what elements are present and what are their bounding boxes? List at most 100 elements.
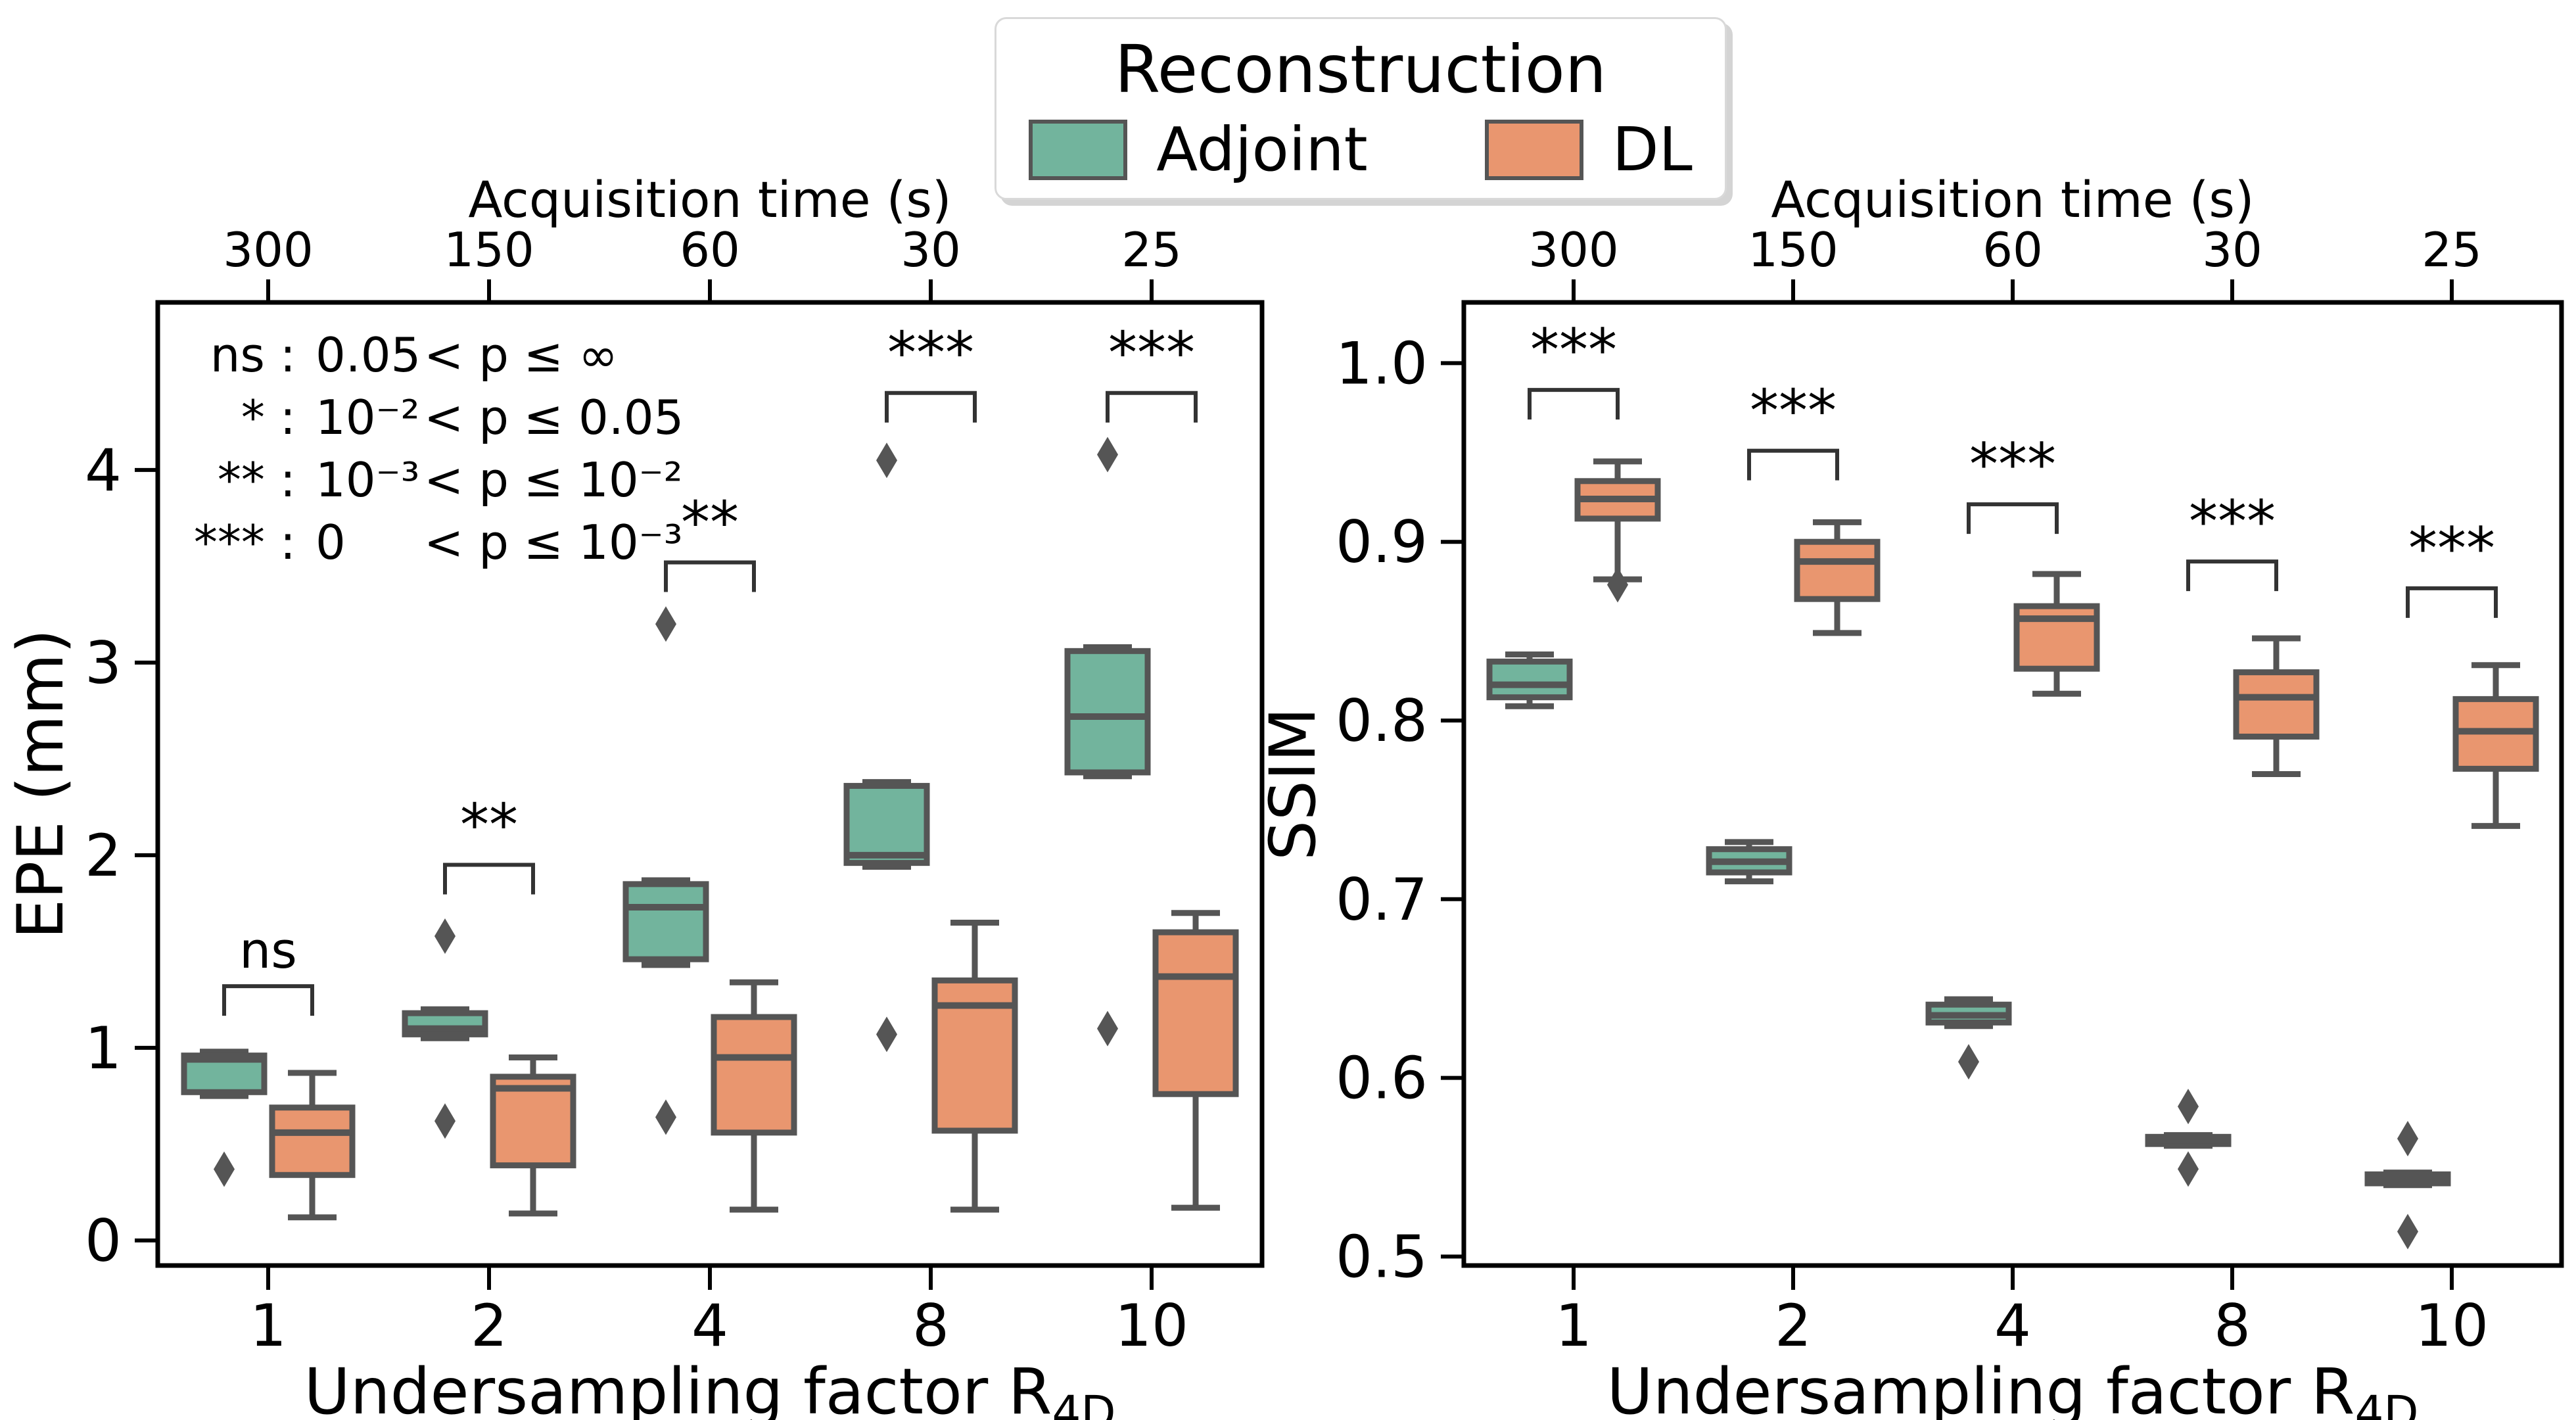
pvalue-legend-lower: 0.05: [316, 327, 421, 383]
box-adjoint-8: [2145, 1089, 2232, 1187]
x-tick-label: 8: [2214, 1292, 2251, 1360]
legend-items: Adjoint DL: [1029, 120, 1693, 180]
sig-label: ***: [2189, 488, 2276, 556]
pvalue-legend-symbol: ** :: [218, 452, 296, 508]
top-tick-label: 30: [901, 222, 961, 277]
flier-diamond: [876, 442, 897, 479]
sig-bracket: [443, 863, 535, 895]
panel-ssim: 0.5 0.6 0.7 0.8 0.9 1.0 SSIM 1 2 4 8 10Undersamplin…: [1256, 170, 2564, 1420]
box-adjoint-1: [181, 1049, 268, 1187]
top-axis-label: Acquisition time (s): [468, 170, 951, 229]
pvalue-legend-symbol: ns :: [210, 327, 296, 383]
legend-title: Reconstruction: [1114, 31, 1607, 108]
top-tick-label: 60: [680, 222, 740, 277]
flier-diamond: [1958, 1044, 1979, 1080]
box-dl-1: [269, 1070, 356, 1221]
box-rect: [2233, 669, 2320, 740]
sig-bracket: [2186, 559, 2278, 592]
sig-label: ***: [2408, 515, 2495, 582]
pvalue-legend-lower: 10⁻³: [316, 452, 419, 508]
box-dl-2: [1794, 519, 1881, 636]
box-rect: [1152, 929, 1239, 1097]
sig-bracket: [885, 390, 977, 423]
box-adjoint-10: [1064, 437, 1151, 1047]
y-tick-label: 2: [85, 822, 122, 889]
box-adjoint-2: [1706, 839, 1792, 885]
top-tick-label: 150: [444, 222, 534, 277]
x-tick-label: 1: [1555, 1292, 1592, 1360]
y-axis-label: SSIM: [1256, 707, 1330, 861]
box-adjoint-2: [402, 918, 488, 1139]
flier-diamond: [434, 918, 456, 954]
sig-bracket: [1106, 390, 1198, 423]
flier-diamond: [2178, 1089, 2199, 1125]
sig-label: **: [681, 489, 739, 557]
sig-label: **: [460, 792, 518, 859]
x-axis-label: Undersampling factor R4D: [304, 1355, 1115, 1420]
y-axis-label: EPE (mm): [4, 629, 78, 939]
box-rect: [843, 782, 930, 866]
sig-bracket: [1528, 388, 1620, 420]
box-rect: [269, 1104, 356, 1178]
y-tick-label: 4: [85, 437, 122, 504]
box-dl-1: [1574, 458, 1661, 603]
box-adjoint-1: [1486, 651, 1573, 709]
sig-bracket: [2406, 586, 2498, 618]
y-tick-label: 0.9: [1336, 508, 1428, 576]
pvalue-legend-symbol: *** :: [194, 515, 296, 570]
flier-diamond: [2178, 1151, 2199, 1187]
y-tick-label: 0.6: [1336, 1045, 1428, 1112]
sig-bracket: [222, 984, 314, 1016]
flier-diamond: [434, 1103, 456, 1139]
x-axis-label: Undersampling factor R4D: [1606, 1355, 2418, 1420]
box-rect: [711, 1014, 797, 1136]
box-dl-8: [2233, 635, 2320, 778]
box-adjoint-4: [1925, 996, 2012, 1080]
top-tick-label: 60: [1982, 222, 2043, 277]
box-dl-8: [931, 919, 1018, 1213]
box-adjoint-8: [843, 442, 930, 1053]
box-dl-4: [711, 979, 797, 1213]
y-tick-label: 0.7: [1336, 866, 1428, 934]
y-tick-label: 0.5: [1336, 1223, 1428, 1290]
pvalue-legend-range: < p ≤ ∞: [424, 327, 618, 383]
sig-bracket: [1967, 502, 2059, 534]
x-tick-label: 2: [1775, 1292, 1812, 1360]
box-dl-4: [2013, 571, 2100, 697]
top-axis-label: Acquisition time (s): [1771, 170, 2254, 229]
sig-label: ***: [1969, 431, 2056, 498]
legend-swatch-dl: [1484, 120, 1583, 180]
box-adjoint-10: [2364, 1121, 2451, 1250]
box-rect: [622, 881, 709, 962]
legend-label-adjoint: Adjoint: [1156, 114, 1368, 185]
x-tick-label: 8: [912, 1292, 949, 1360]
top-tick-label: 300: [223, 222, 313, 277]
sig-bracket: [1747, 448, 1839, 481]
top-tick-label: 25: [1121, 222, 1182, 277]
x-tick-label: 4: [691, 1292, 728, 1360]
flier-diamond: [2397, 1214, 2418, 1250]
legend-swatch-adjoint: [1029, 120, 1128, 180]
flier-diamond: [2397, 1121, 2418, 1157]
x-tick-label: 1: [250, 1292, 287, 1360]
legend: Reconstruction Adjoint DL: [995, 17, 1727, 200]
pvalue-legend-symbol: * :: [241, 390, 296, 445]
y-tick-label: 3: [85, 629, 122, 697]
pvalue-legend-range: < p ≤ 10⁻²: [424, 452, 683, 508]
x-tick-label: 4: [1994, 1292, 2031, 1360]
top-tick-label: 300: [1528, 222, 1618, 277]
y-tick-label: 0.8: [1336, 687, 1428, 755]
box-rect: [1064, 648, 1151, 776]
box-rect: [1794, 538, 1881, 602]
sig-bracket: [664, 560, 756, 592]
flier-diamond: [655, 1099, 676, 1135]
sig-label: ***: [887, 320, 974, 387]
flier-diamond: [1097, 1010, 1118, 1047]
box-dl-2: [490, 1054, 576, 1217]
sig-label: ***: [1750, 377, 1837, 445]
y-tick-label: 0: [85, 1207, 122, 1275]
pvalue-legend-lower: 0: [316, 515, 346, 570]
